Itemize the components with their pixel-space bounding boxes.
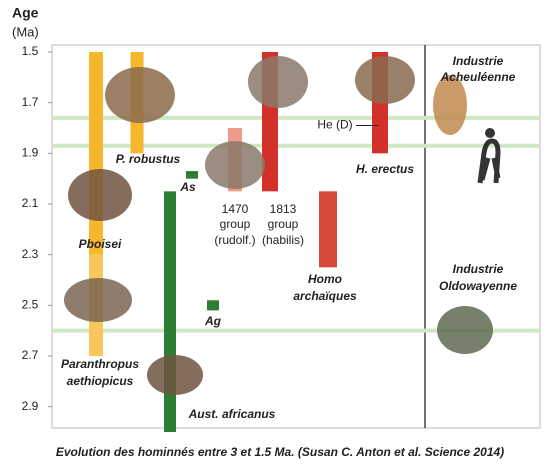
range-bar	[186, 171, 198, 179]
range-label: (rudolf.)	[214, 233, 255, 247]
range-bar	[164, 191, 176, 432]
tool-image	[437, 306, 493, 354]
range-bar	[207, 300, 219, 311]
range-bar	[89, 52, 103, 255]
range-label: group	[268, 217, 299, 231]
y-tick-label: 2.1	[22, 196, 39, 210]
range-label: H. erectus	[356, 162, 414, 176]
industry-label: Industrie	[453, 54, 504, 68]
skull-image	[205, 141, 265, 189]
human-silhouette	[477, 138, 501, 184]
plot-frame	[51, 44, 541, 429]
range-label: Paranthropus	[61, 357, 139, 371]
skull-image	[248, 56, 308, 108]
y-tick-label: 1.9	[22, 146, 39, 160]
y-tick-label: 1.7	[22, 95, 39, 109]
range-label: Aust. africanus	[188, 407, 276, 421]
range-label: Ag	[204, 314, 222, 328]
y-tick-label: 2.9	[22, 399, 39, 413]
industry-label: Industrie	[453, 262, 504, 276]
y-axis-unit: (Ma)	[12, 24, 39, 39]
range-bar	[319, 191, 337, 268]
human-silhouette	[485, 128, 495, 138]
y-tick-label: 1.5	[22, 44, 39, 58]
industry-label: Oldowayenne	[439, 279, 517, 293]
annotation-label: He (D)	[317, 118, 352, 132]
caption: Evolution des hominnés entre 3 et 1.5 Ma…	[56, 445, 504, 459]
tool-image	[433, 75, 467, 135]
skull-image	[147, 355, 203, 395]
range-label: (habilis)	[262, 233, 304, 247]
range-label: aethiopicus	[67, 374, 134, 388]
images	[64, 56, 501, 395]
y-axis-label: Age	[12, 5, 39, 21]
y-tick-label: 2.7	[22, 348, 39, 362]
skull-image	[68, 169, 132, 221]
skull-image	[355, 56, 415, 104]
range-label: Pboisei	[79, 237, 122, 251]
range-label: 1813	[270, 202, 297, 216]
y-tick-label: 2.5	[22, 298, 39, 312]
range-label: group	[220, 217, 251, 231]
range-label: As	[179, 180, 196, 194]
range-label: 1470	[222, 202, 249, 216]
y-tick-label: 2.3	[22, 247, 39, 261]
skull-image	[105, 67, 175, 123]
range-label: archaïques	[293, 289, 357, 303]
skull-image	[64, 278, 132, 322]
range-label: P. robustus	[116, 152, 181, 166]
industry-label: Acheuléenne	[440, 70, 516, 84]
range-label: Homo	[308, 272, 342, 286]
